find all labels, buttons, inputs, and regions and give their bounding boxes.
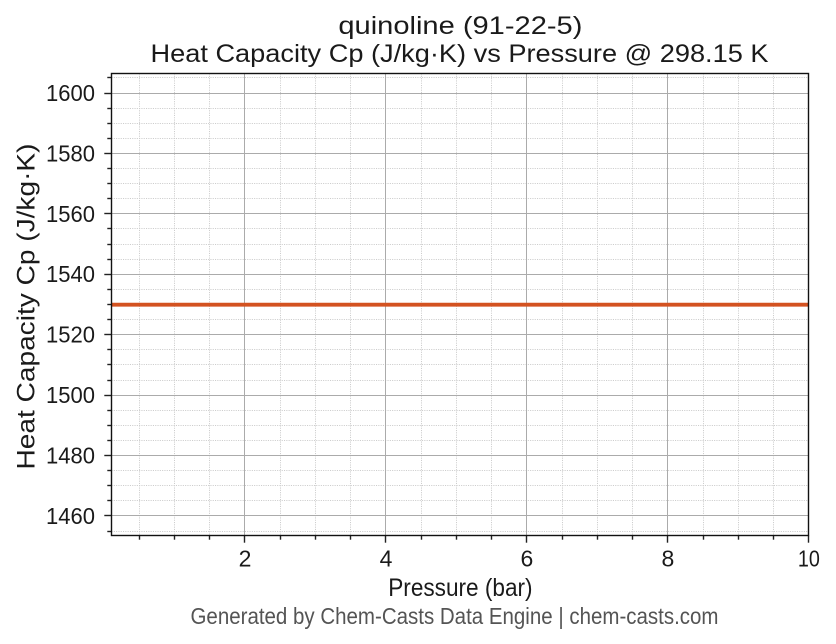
svg-text:10: 10 [798,545,820,571]
svg-text:1540: 1540 [46,261,95,287]
svg-text:Heat Capacity Cp (J/kg·K): Heat Capacity Cp (J/kg·K) [13,144,41,470]
svg-text:Heat Capacity Cp (J/kg·K) vs P: Heat Capacity Cp (J/kg·K) vs Pressure @ … [151,40,769,68]
svg-text:1520: 1520 [46,322,95,348]
svg-text:Pressure (bar): Pressure (bar) [388,574,532,602]
svg-text:8: 8 [662,545,675,571]
svg-text:quinoline (91-22-5): quinoline (91-22-5) [338,12,582,40]
svg-text:6: 6 [521,545,534,571]
svg-text:1500: 1500 [46,382,95,408]
svg-text:1480: 1480 [46,442,95,468]
svg-text:1580: 1580 [46,140,95,166]
svg-text:1600: 1600 [46,80,95,106]
svg-text:4: 4 [380,545,393,571]
svg-text:Generated by Chem-Casts Data E: Generated by Chem-Casts Data Engine | ch… [191,603,719,629]
svg-text:2: 2 [239,545,252,571]
svg-text:1560: 1560 [46,201,95,227]
svg-text:1460: 1460 [46,503,95,529]
